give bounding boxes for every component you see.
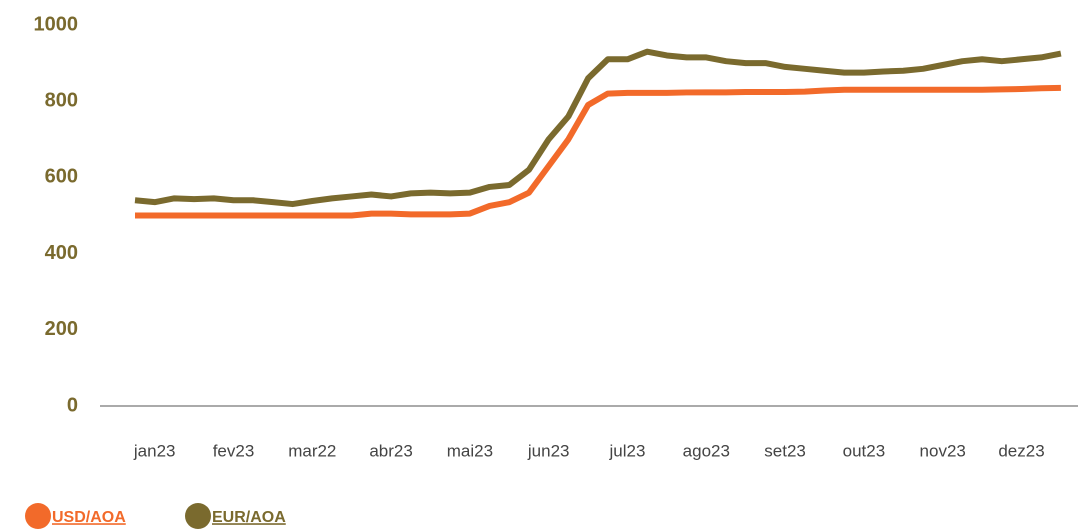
x-tick-label: mai23 <box>447 441 493 460</box>
x-tick-label: jul23 <box>609 441 646 460</box>
legend-label: EUR/AOA <box>212 509 286 526</box>
y-tick-label: 600 <box>45 166 78 188</box>
legend-swatch <box>185 503 211 529</box>
y-tick-label: 400 <box>45 242 78 264</box>
x-tick-label: abr23 <box>369 441 412 460</box>
x-tick-label: dez23 <box>998 441 1044 460</box>
x-tick-label: nov23 <box>920 441 966 460</box>
legend-swatch <box>25 503 51 529</box>
line-series <box>134 48 1062 208</box>
y-tick-label: 1000 <box>34 13 79 35</box>
y-tick-label: 800 <box>45 89 78 111</box>
x-tick-label: ago23 <box>683 441 730 460</box>
x-tick-label: fev23 <box>213 441 255 460</box>
y-tick-label: 0 <box>67 394 78 416</box>
x-tick-label: mar22 <box>288 441 336 460</box>
line-series <box>135 84 1061 219</box>
y-tick-label: 200 <box>45 318 78 340</box>
x-tick-label: out23 <box>843 441 886 460</box>
x-tick-label: set23 <box>764 441 806 460</box>
x-tick-label: jun23 <box>527 441 570 460</box>
x-tick-label: jan23 <box>133 441 176 460</box>
legend-label: USD/AOA <box>52 509 126 526</box>
